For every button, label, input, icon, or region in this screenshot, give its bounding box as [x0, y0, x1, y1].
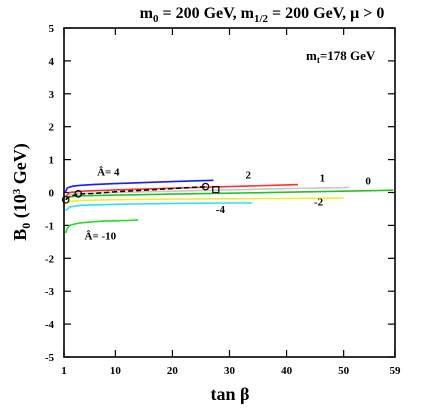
x-tick-label: 20 — [167, 365, 179, 377]
y-tick-label: -4 — [45, 319, 55, 331]
curve-labels: Â= 4 2 1 0 -2 -4 Â= -10 — [85, 166, 372, 242]
x-axis-label: tan β — [211, 384, 250, 404]
y-tick-label: 4 — [49, 56, 55, 68]
curve-label: Â= 4 — [97, 166, 120, 178]
series-line-4 — [65, 189, 394, 201]
y-tick-label: 5 — [49, 23, 55, 35]
curve-label: -4 — [216, 204, 226, 216]
circle-marker — [74, 190, 83, 198]
square-marker — [212, 185, 220, 194]
x-tick-label: 30 — [224, 365, 236, 377]
x-tick-label: 50 — [338, 365, 350, 377]
series-line-2 — [65, 183, 299, 197]
circle-marker — [61, 195, 70, 204]
y-axis-label: B0 (103 GeV) — [10, 143, 33, 241]
series-line-5 — [65, 197, 344, 205]
y-tick-label: -3 — [45, 286, 55, 298]
series-group — [64, 179, 394, 234]
y-tick-label: -2 — [45, 253, 55, 265]
curve-label: -2 — [314, 197, 324, 209]
y-tick-label: 0 — [49, 188, 55, 200]
y-tick-label: 3 — [49, 89, 55, 101]
circle-marker — [201, 182, 210, 191]
x-tick-label: 10 — [110, 365, 122, 377]
curve-label: 0 — [365, 176, 371, 188]
y-tick-label: 1 — [49, 155, 55, 167]
x-tick-label: 59 — [390, 365, 402, 377]
x-tick-label: 1 — [61, 365, 67, 377]
curve-label: 1 — [320, 173, 326, 185]
series-line-7 — [64, 219, 139, 234]
series-line-1 — [64, 179, 214, 193]
curve-label: 2 — [245, 170, 251, 182]
y-tick-label: -1 — [45, 220, 54, 232]
curve-label: Â= -10 — [85, 231, 117, 243]
chart-title: m0 = 200 GeV, m1/2 = 200 GeV, μ > 0 — [140, 5, 385, 25]
y-tick-label: -5 — [45, 352, 55, 364]
series-line-6 — [65, 202, 253, 212]
series-line-3 — [65, 186, 350, 199]
markers-group — [61, 182, 220, 204]
y-tick-label: 2 — [49, 122, 55, 134]
top-quark-mass-annotation: mt=178 GeV — [306, 48, 376, 65]
x-tick-label: 40 — [281, 365, 293, 377]
